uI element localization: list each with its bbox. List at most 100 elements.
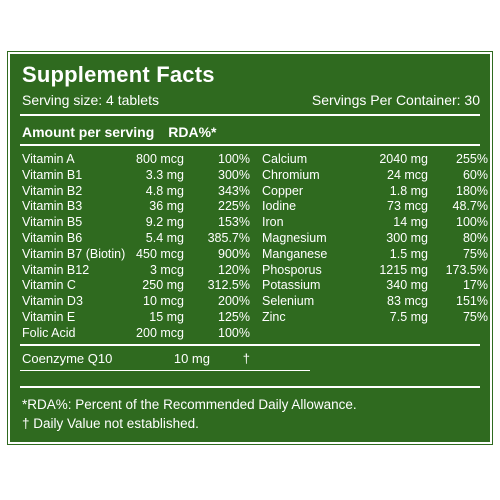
divider-header: [20, 144, 480, 146]
nutrient-name: Phosporus: [262, 262, 322, 277]
nutrient-name: Vitamin C: [22, 278, 76, 293]
nutrient-rda: 173.5%: [445, 262, 488, 277]
nutrient-rda: 17%: [462, 278, 488, 293]
nutrient-name: Vitamin B5: [22, 215, 83, 230]
nutrient-row: Iodine 73 mcg 48.7%: [262, 199, 488, 215]
nutrient-name: Zinc: [262, 309, 286, 324]
nutrient-name: Vitamin B6: [22, 230, 83, 245]
nutrient-row: Manganese 1.5 mg 75%: [262, 247, 488, 263]
panel-title: Supplement Facts: [22, 62, 215, 87]
nutrient-name: Iron: [262, 215, 284, 230]
nutrient-row: Vitamin C 250 mg 312.5%: [22, 278, 250, 294]
nutrient-rda: 180%: [456, 183, 488, 198]
nutrient-name: Copper: [262, 183, 303, 198]
nutrient-rda: 100%: [218, 152, 250, 166]
nutrient-amount: 4.8 mg: [145, 183, 184, 198]
nutrient-rda: 225%: [218, 199, 250, 214]
nutrient-row: Iron 14 mg 100%: [262, 215, 488, 231]
nutrient-amount: 9.2 mg: [145, 215, 184, 230]
nutrient-row: Vitamin B1 3.3 mg 300%: [22, 168, 250, 184]
nutrient-name: Vitamin A: [22, 152, 75, 166]
nutrient-rda: 60%: [462, 167, 488, 182]
nutrient-name: Calcium: [262, 152, 308, 166]
nutrient-rda: 100%: [456, 215, 488, 230]
nutrient-amount: 36 mg: [149, 199, 184, 214]
nutrient-amount: 73 mcg: [387, 199, 428, 214]
nutrient-row: Potassium 340 mg 17%: [262, 278, 488, 294]
nutrient-row: Vitamin A 800 mcg 100%: [22, 152, 250, 168]
coenzyme-dagger: †: [242, 351, 250, 366]
nutrient-name: Vitamin D3: [22, 294, 83, 309]
nutrient-rda: 48.7%: [452, 199, 488, 214]
divider-coenzyme-bottom: [20, 370, 310, 371]
nutrient-name: Chromium: [262, 167, 320, 182]
nutrient-name: Vitamin B7 (Biotin): [22, 246, 126, 261]
nutrient-amount: 1.5 mg: [389, 246, 428, 261]
nutrient-row: Phosporus 1215 mg 173.5%: [262, 263, 488, 279]
nutrient-amount: 24 mcg: [387, 167, 428, 182]
nutrient-rda: 75%: [462, 246, 488, 261]
divider-coenzyme-top: [20, 344, 480, 346]
nutrient-name: Potassium: [262, 278, 321, 293]
nutrient-amount: 2040 mg: [379, 152, 428, 166]
footnote-rda: *RDA%: Percent of the Recommended Daily …: [22, 397, 357, 412]
nutrient-row: Folic Acid 200 mcg 100%: [22, 326, 250, 342]
nutrient-row: Vitamin B6 5.4 mg 385.7%: [22, 231, 250, 247]
nutrient-name: Vitamin B3: [22, 199, 83, 214]
nutrient-amount: 3.3 mg: [145, 167, 184, 182]
nutrient-rda: 100%: [218, 325, 250, 340]
nutrient-row: Zinc 7.5 mg 75%: [262, 310, 488, 326]
nutrient-row: Chromium 24 mcg 60%: [262, 168, 488, 184]
nutrient-amount: 250 mg: [142, 278, 184, 293]
nutrient-row: Vitamin E 15 mg 125%: [22, 310, 250, 326]
nutrient-amount: 7.5 mg: [389, 309, 428, 324]
nutrient-row: Magnesium 300 mg 80%: [262, 231, 488, 247]
nutrient-row: Copper 1.8 mg 180%: [262, 184, 488, 200]
nutrient-amount: 450 mcg: [136, 246, 184, 261]
coenzyme-row: Coenzyme Q10 10 mg †: [22, 351, 250, 366]
nutrient-name: Vitamin B2: [22, 183, 83, 198]
divider-thick-top: [20, 114, 480, 116]
coenzyme-amount: 10 mg: [173, 351, 210, 366]
nutrient-name: Iodine: [262, 199, 297, 214]
nutrient-rda: 385.7%: [207, 230, 250, 245]
nutrient-rda: 200%: [218, 294, 250, 309]
serving-size: Serving size: 4 tablets: [22, 92, 159, 108]
nutrient-row: Vitamin B7 (Biotin) 450 mcg 900%: [22, 247, 250, 263]
nutrient-name: Selenium: [262, 294, 315, 309]
nutrient-amount: 10 mcg: [143, 294, 184, 309]
nutrient-rda: 125%: [218, 309, 250, 324]
nutrient-row: Vitamin B12 3 mcg 120%: [22, 263, 250, 279]
nutrient-amount: 83 mcg: [387, 294, 428, 309]
amount-header-row: Amount per serving RDA%*: [22, 124, 216, 140]
nutrient-rda: 151%: [456, 294, 488, 309]
nutrient-name: Vitamin B1: [22, 167, 83, 182]
divider-footnotes: [20, 386, 480, 388]
nutrient-row: Vitamin B2 4.8 mg 343%: [22, 184, 250, 200]
nutrient-rda: 120%: [218, 262, 250, 277]
servings-per-container: Servings Per Container: 30: [311, 92, 480, 108]
rda-header: RDA%*: [168, 124, 217, 140]
supplement-facts-panel: Supplement Facts Serving size: 4 tablets…: [7, 51, 493, 445]
nutrient-name: Magnesium: [262, 230, 327, 245]
nutrient-row: Vitamin B5 9.2 mg 153%: [22, 215, 250, 231]
nutrient-rda: 343%: [218, 183, 250, 198]
nutrient-name: Vitamin E: [22, 309, 76, 324]
nutrient-rda: 300%: [218, 167, 250, 182]
nutrient-rda: 80%: [462, 230, 488, 245]
nutrient-amount: 14 mg: [393, 215, 428, 230]
nutrient-row: Vitamin D3 10 mcg 200%: [22, 294, 250, 310]
nutrient-rda: 75%: [462, 309, 488, 324]
nutrient-row: Calcium 2040 mg 255%: [262, 152, 488, 168]
nutrient-row: Selenium 83 mcg 151%: [262, 294, 488, 310]
nutrient-amount: 340 mg: [386, 278, 428, 293]
nutrient-name: Vitamin B12: [22, 262, 90, 277]
nutrient-rda: 900%: [218, 246, 250, 261]
nutrient-amount: 5.4 mg: [145, 230, 184, 245]
footnotes: *RDA%: Percent of the Recommended Daily …: [22, 395, 357, 433]
nutrient-rda: 153%: [218, 215, 250, 230]
nutrient-rda: 312.5%: [207, 278, 250, 293]
nutrient-amount: 3 mcg: [149, 262, 184, 277]
nutrient-name: Folic Acid: [22, 325, 76, 340]
footnote-dagger: † Daily Value not established.: [22, 416, 199, 431]
